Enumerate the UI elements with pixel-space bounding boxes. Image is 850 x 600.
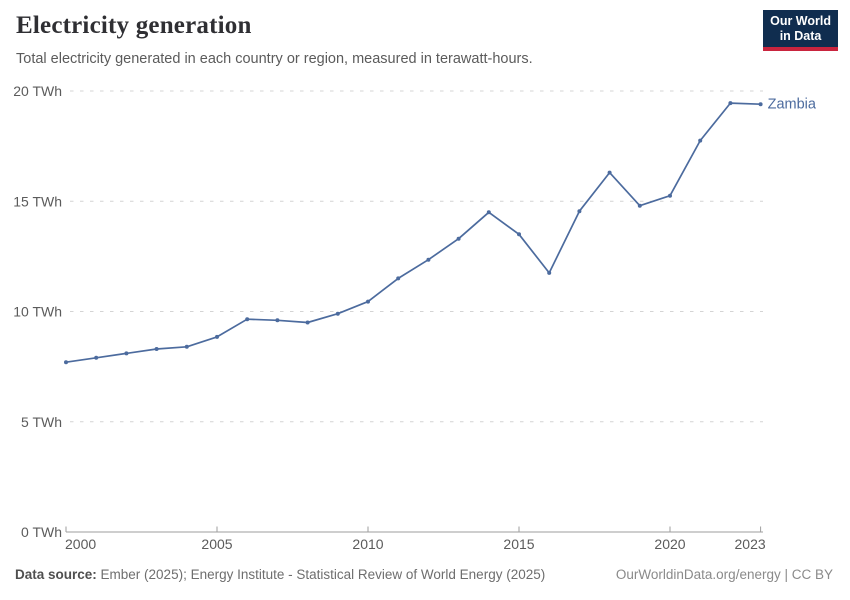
chart-subtitle: Total electricity generated in each coun…: [16, 51, 533, 67]
data-source-label: Data source:: [15, 567, 97, 582]
x-axis-tick-label: 2010: [352, 536, 383, 552]
owid-logo-line1: Our World: [770, 14, 831, 28]
data-point[interactable]: [547, 270, 552, 275]
owid-logo-accent-bar: [763, 47, 838, 51]
data-point[interactable]: [517, 232, 521, 237]
y-axis-tick-label: 20 TWh: [13, 83, 62, 99]
owid-logo: Our World in Data: [763, 10, 838, 51]
data-point[interactable]: [275, 318, 280, 323]
footer-license-link[interactable]: OurWorldinData.org/energy | CC BY: [615, 567, 833, 582]
y-axis-tick-label: 10 TWh: [13, 304, 62, 320]
y-axis-tick-label: 5 TWh: [21, 414, 62, 430]
data-point[interactable]: [698, 138, 703, 143]
data-point[interactable]: [486, 210, 491, 215]
x-axis-tick-label: 2015: [503, 536, 534, 552]
data-point[interactable]: [215, 334, 219, 339]
data-point[interactable]: [668, 193, 672, 198]
data-point[interactable]: [637, 203, 642, 208]
data-point[interactable]: [94, 355, 99, 360]
data-point[interactable]: [758, 102, 763, 107]
data-source-value: Ember (2025); Energy Institute - Statist…: [96, 567, 546, 582]
owid-logo-line2: in Data: [779, 29, 822, 43]
data-source: Data source: Ember (2025); Energy Instit…: [15, 567, 545, 582]
data-point[interactable]: [305, 320, 310, 325]
data-point[interactable]: [607, 170, 612, 175]
x-axis-tick-label: 2020: [654, 536, 685, 552]
data-point[interactable]: [396, 276, 401, 281]
x-axis-tick-label: 2023: [735, 536, 766, 552]
data-point[interactable]: [335, 311, 340, 316]
page-title: Electricity generation: [16, 12, 252, 39]
data-point[interactable]: [154, 347, 159, 351]
x-axis-tick-label: 2005: [201, 536, 232, 552]
data-point[interactable]: [426, 257, 431, 262]
y-axis-tick-label: 0 TWh: [21, 524, 62, 540]
data-point[interactable]: [184, 344, 189, 349]
data-point[interactable]: [456, 236, 461, 241]
entity-label[interactable]: Zambia: [768, 97, 817, 113]
y-axis-tick-label: 15 TWh: [13, 193, 62, 209]
data-point[interactable]: [245, 317, 250, 322]
data-point[interactable]: [577, 209, 582, 214]
data-point[interactable]: [64, 360, 68, 365]
x-axis-tick-label: 2000: [65, 536, 96, 552]
data-point[interactable]: [728, 101, 733, 106]
data-point[interactable]: [124, 351, 129, 356]
series-line[interactable]: [65, 102, 762, 364]
data-point[interactable]: [366, 299, 370, 304]
